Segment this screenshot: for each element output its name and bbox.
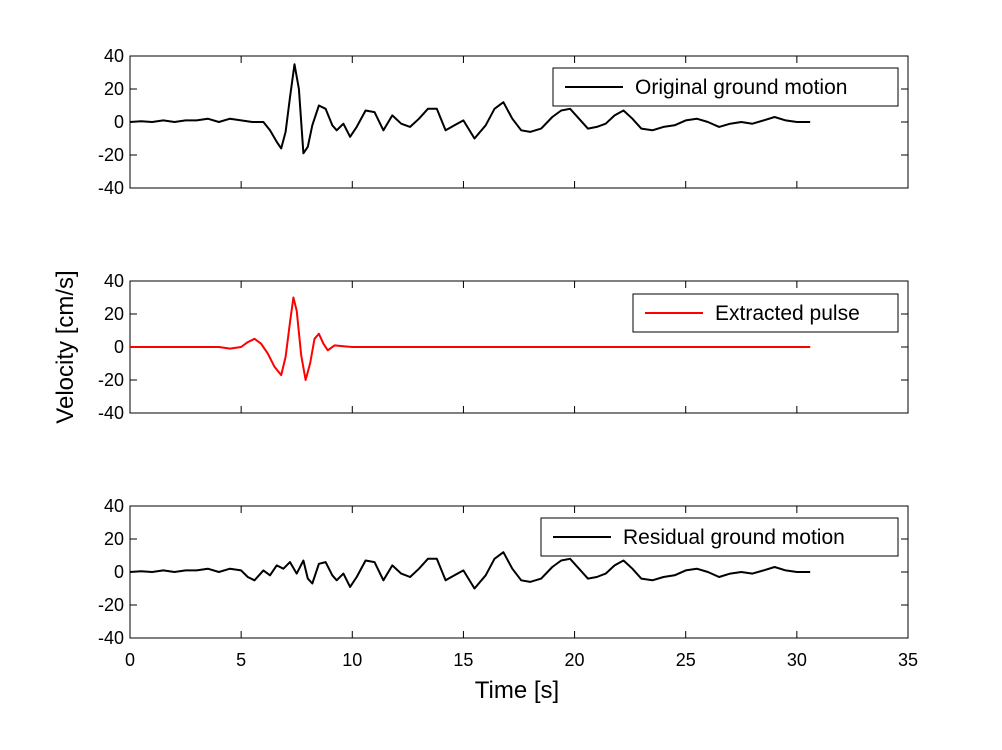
x-tick-label: 25 (676, 650, 696, 670)
y-tick-label: -20 (98, 370, 124, 390)
legend: Original ground motion (552, 67, 899, 107)
x-tick-label: 5 (236, 650, 246, 670)
x-tick-label: 20 (565, 650, 585, 670)
legend-label: Extracted pulse (715, 302, 860, 325)
y-tick-label: 20 (104, 529, 124, 549)
y-axis-label: Velocity [cm/s] (52, 270, 79, 423)
x-tick-label: 15 (453, 650, 473, 670)
legend: Extracted pulse (632, 293, 899, 333)
y-tick-label: 20 (104, 304, 124, 324)
legend-label: Original ground motion (635, 76, 847, 99)
series-line-2-1 (130, 296, 811, 381)
legend-label: Residual ground motion (623, 526, 845, 549)
subplot-panels: 40 20 0 -20 -40 Original ground motion 40 20 0 -2… (52, 46, 918, 704)
y-tick-label: -40 (98, 628, 124, 648)
x-tick-label: 10 (342, 650, 362, 670)
y-tick-label: 40 (104, 46, 124, 66)
y-tick-label: -40 (98, 403, 124, 423)
y-tick-label: 0 (114, 337, 124, 357)
series-line-1-1 (129, 63, 811, 155)
x-axis-label: Time [s] (475, 677, 559, 704)
x-tick-label: 30 (787, 650, 807, 670)
series-line-3-1 (129, 551, 811, 590)
x-tick-label: 0 (125, 650, 135, 670)
y-tick-label: -20 (98, 145, 124, 165)
subplot-1: 40 20 0 -20 -40 Original ground motion (98, 46, 909, 198)
y-tick-label: 0 (114, 562, 124, 582)
y-tick-label: -40 (98, 178, 124, 198)
y-tick-label: 0 (114, 112, 124, 132)
x-tick-label: 35 (898, 650, 918, 670)
y-tick-label: 40 (104, 271, 124, 291)
y-tick-label: 40 (104, 496, 124, 516)
y-tick-label: 20 (104, 79, 124, 99)
legend: Residual ground motion (540, 517, 899, 557)
y-tick-label: -20 (98, 595, 124, 615)
subplot-2: 40 20 0 -20 -40 Extracted pulse Velocity [cm/s… (52, 270, 909, 424)
